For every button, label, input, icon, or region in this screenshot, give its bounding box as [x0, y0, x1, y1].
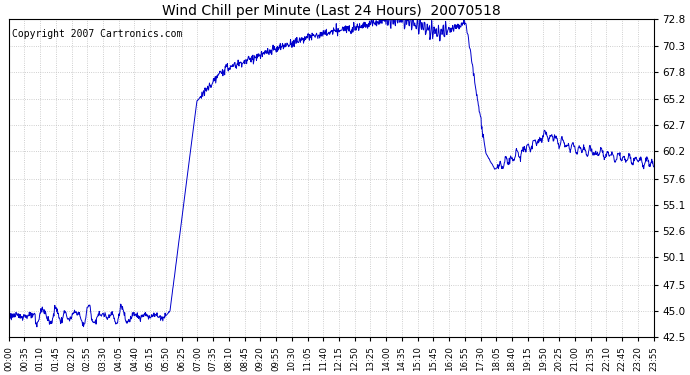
Title: Wind Chill per Minute (Last 24 Hours)  20070518: Wind Chill per Minute (Last 24 Hours) 20… [161, 4, 500, 18]
Text: Copyright 2007 Cartronics.com: Copyright 2007 Cartronics.com [12, 29, 182, 39]
